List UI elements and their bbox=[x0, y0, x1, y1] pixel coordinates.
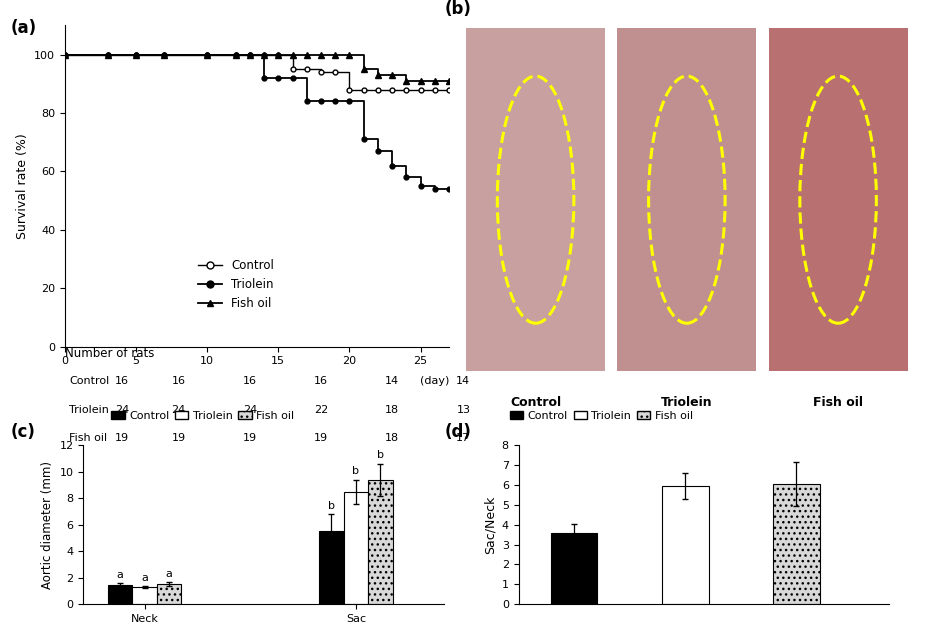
FancyBboxPatch shape bbox=[769, 28, 907, 371]
Text: 16: 16 bbox=[243, 376, 257, 386]
Bar bbox=[132, 587, 156, 604]
Text: (b): (b) bbox=[444, 0, 471, 18]
Bar bbox=[662, 486, 708, 604]
Text: 18: 18 bbox=[385, 433, 399, 443]
FancyBboxPatch shape bbox=[618, 28, 757, 371]
Text: a: a bbox=[117, 570, 123, 580]
Text: 14: 14 bbox=[457, 376, 470, 386]
Text: 24: 24 bbox=[171, 404, 186, 415]
Y-axis label: Sac/Neck: Sac/Neck bbox=[483, 495, 496, 554]
Text: 19: 19 bbox=[314, 433, 328, 443]
Text: Triolein: Triolein bbox=[69, 404, 109, 415]
Bar bbox=[551, 533, 597, 604]
Text: Control: Control bbox=[510, 396, 561, 408]
Text: 19: 19 bbox=[115, 433, 129, 443]
Text: 24: 24 bbox=[115, 404, 129, 415]
Text: 13: 13 bbox=[457, 404, 470, 415]
Text: 16: 16 bbox=[171, 376, 186, 386]
Text: 19: 19 bbox=[243, 433, 257, 443]
Y-axis label: Survival rate (%): Survival rate (%) bbox=[16, 133, 29, 239]
Text: Triolein: Triolein bbox=[661, 396, 713, 408]
Bar bbox=[107, 585, 132, 604]
Bar bbox=[773, 484, 820, 604]
Text: Number of rats: Number of rats bbox=[65, 347, 155, 359]
Text: a: a bbox=[142, 572, 148, 583]
Text: (d): (d) bbox=[444, 423, 471, 441]
Text: 24: 24 bbox=[243, 404, 257, 415]
Text: b: b bbox=[377, 450, 384, 460]
Legend: Control, Triolein, Fish oil: Control, Triolein, Fish oil bbox=[506, 406, 697, 425]
Text: 18: 18 bbox=[385, 404, 399, 415]
Text: 16: 16 bbox=[314, 376, 328, 386]
FancyBboxPatch shape bbox=[466, 28, 606, 371]
Bar bbox=[369, 480, 393, 604]
Legend: Control, Triolein, Fish oil: Control, Triolein, Fish oil bbox=[106, 406, 298, 425]
Text: 19: 19 bbox=[171, 433, 186, 443]
Text: Fish oil: Fish oil bbox=[813, 396, 863, 408]
Legend: Control, Triolein, Fish oil: Control, Triolein, Fish oil bbox=[194, 255, 279, 315]
Text: (a): (a) bbox=[11, 19, 37, 37]
Text: (day): (day) bbox=[419, 375, 449, 385]
Bar bbox=[319, 531, 344, 604]
Text: Control: Control bbox=[69, 376, 109, 386]
Text: a: a bbox=[166, 569, 172, 579]
Text: Fish oil: Fish oil bbox=[69, 433, 107, 443]
Text: 22: 22 bbox=[314, 404, 328, 415]
Text: 14: 14 bbox=[385, 376, 399, 386]
Text: (c): (c) bbox=[11, 423, 36, 441]
Text: 16: 16 bbox=[115, 376, 129, 386]
Text: 17: 17 bbox=[457, 433, 470, 443]
Bar bbox=[344, 492, 369, 604]
Text: b: b bbox=[328, 501, 335, 511]
Y-axis label: Aortic diameter (mm): Aortic diameter (mm) bbox=[41, 460, 54, 589]
Bar bbox=[156, 584, 181, 604]
Text: b: b bbox=[353, 466, 359, 476]
